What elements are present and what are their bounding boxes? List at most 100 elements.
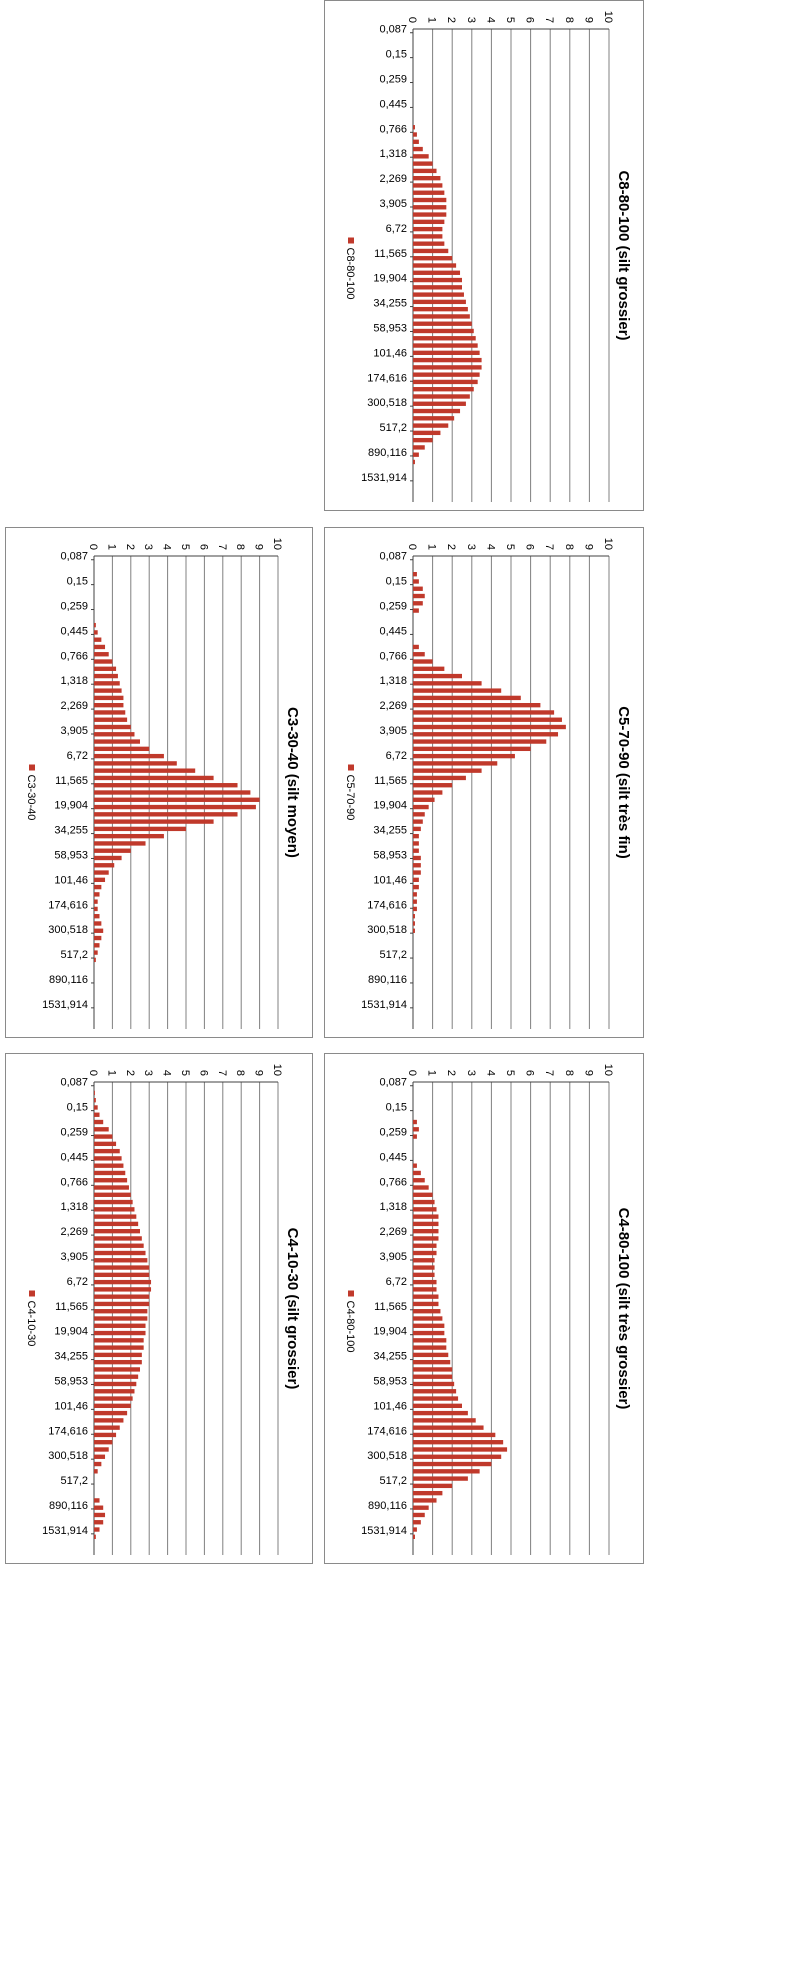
chart-bar — [412, 1236, 439, 1241]
legend-swatch — [29, 1290, 35, 1297]
chart-bar — [94, 702, 124, 708]
chart-bar — [94, 1374, 139, 1379]
x-tick-label: 101,46 — [373, 347, 407, 359]
chart-bar — [412, 899, 417, 904]
chart-bar — [412, 1520, 421, 1525]
chart-bar — [412, 1221, 439, 1227]
y-tick-label: 2 — [124, 1070, 136, 1076]
legend-swatch — [29, 764, 35, 771]
chart-bar — [412, 1228, 439, 1234]
chart-bar — [412, 263, 457, 268]
chart-bar — [94, 768, 196, 773]
chart-bar — [412, 132, 417, 137]
x-tick-label: 1,318 — [60, 675, 88, 687]
x-tick-label: 34,255 — [373, 298, 407, 310]
x-tick-label: 34,255 — [373, 1351, 407, 1363]
legend-label: C8-80-100 — [344, 248, 356, 300]
chart-bar — [412, 270, 461, 275]
chart-bar — [93, 673, 118, 679]
chart-bar — [412, 855, 421, 861]
y-tick-label: 5 — [179, 1070, 191, 1076]
y-tick-label: 3 — [465, 544, 477, 550]
chart-bar — [94, 863, 115, 868]
x-tick-label: 0,766 — [60, 650, 88, 662]
x-tick-label: 0,259 — [60, 601, 88, 613]
y-tick-label: 9 — [582, 17, 594, 23]
chart-bar — [412, 1316, 443, 1321]
chart-bar — [93, 950, 98, 955]
chart-bar — [413, 739, 547, 744]
chart-rotated-group: C5-70-90 (silt très fin) 0 1 2 3 4 5 6 7 8 9 10 0,08… — [344, 538, 632, 1029]
chart-bar — [413, 921, 415, 926]
y-tick-label: 5 — [504, 1070, 516, 1076]
x-tick-label: 19,904 — [373, 1326, 407, 1338]
chart-bar — [412, 1163, 417, 1168]
y-tick-label: 0 — [406, 1070, 418, 1076]
chart-bar — [94, 753, 164, 759]
chart-bar — [413, 1345, 447, 1350]
x-tick-label: 1,318 — [379, 675, 407, 687]
x-tick-label: 0,445 — [60, 1151, 88, 1163]
chart-bar — [413, 1534, 415, 1539]
y-tick-label: 5 — [504, 17, 516, 23]
chart-bar — [412, 1272, 435, 1278]
x-tick-label: 0,087 — [379, 551, 407, 563]
chart-bar — [413, 336, 476, 341]
chart-bar — [93, 1279, 152, 1285]
chart-bar — [413, 1309, 441, 1314]
y-tick-label: 3 — [465, 17, 477, 23]
chart-bar — [413, 666, 445, 671]
y-tick-label: 8 — [563, 544, 575, 550]
chart-bar — [94, 1199, 133, 1205]
x-tick-label: 3,905 — [379, 198, 407, 210]
x-tick-label: 0,15 — [386, 576, 407, 588]
y-tick-label: 4 — [161, 544, 173, 550]
chart-bar — [413, 139, 419, 144]
chart-bar — [94, 695, 124, 701]
chart-bar — [413, 452, 419, 457]
y-tick-label: 6 — [524, 1070, 536, 1076]
chart-bar — [412, 226, 443, 232]
x-tick-label: 0,445 — [60, 625, 88, 637]
chart-bar — [413, 659, 433, 664]
y-tick-label: 1 — [426, 544, 438, 550]
chart-bar — [94, 935, 102, 941]
x-tick-label: 0,259 — [379, 601, 407, 613]
y-tick-label: 3 — [142, 1070, 154, 1076]
chart-bar — [94, 1228, 140, 1234]
y-tick-label: 9 — [582, 544, 594, 550]
chart-bar — [94, 921, 102, 926]
chart-bar — [413, 219, 445, 225]
x-tick-label: 1531,914 — [42, 999, 88, 1011]
chart-bar — [413, 833, 419, 839]
chart-bar — [93, 1345, 144, 1350]
chart-bar — [94, 848, 131, 853]
chart-bar — [93, 1287, 152, 1292]
chart-title: C3-30-40 (silt moyen) — [284, 707, 301, 858]
chart-bar — [413, 775, 466, 781]
chart-bar — [94, 943, 100, 948]
chart-bar — [93, 1272, 150, 1278]
chart-bar — [413, 841, 419, 846]
chart-bar — [93, 710, 126, 715]
y-tick-label: 8 — [234, 544, 246, 550]
chart-bar — [412, 387, 474, 392]
chart-bar — [93, 957, 96, 963]
chart-bar — [93, 1338, 144, 1343]
x-tick-label: 0,445 — [379, 625, 407, 637]
x-tick-label: 0,766 — [60, 1176, 88, 1188]
chart-bar — [413, 161, 433, 166]
x-tick-label: 890,116 — [368, 1500, 407, 1512]
y-tick-label: 1 — [426, 1070, 438, 1076]
chart-bar — [94, 870, 109, 875]
y-tick-label: 9 — [582, 1070, 594, 1076]
chart-bar — [413, 372, 480, 377]
y-tick-label: 7 — [216, 544, 228, 550]
x-tick-label: 1531,914 — [361, 999, 407, 1011]
chart-bar — [412, 572, 417, 577]
chart-bar — [94, 1192, 131, 1197]
chart-bar — [413, 1338, 447, 1343]
x-tick-label: 6,72 — [67, 750, 88, 762]
x-tick-label: 0,087 — [60, 1077, 88, 1089]
chart-bar — [412, 593, 425, 599]
